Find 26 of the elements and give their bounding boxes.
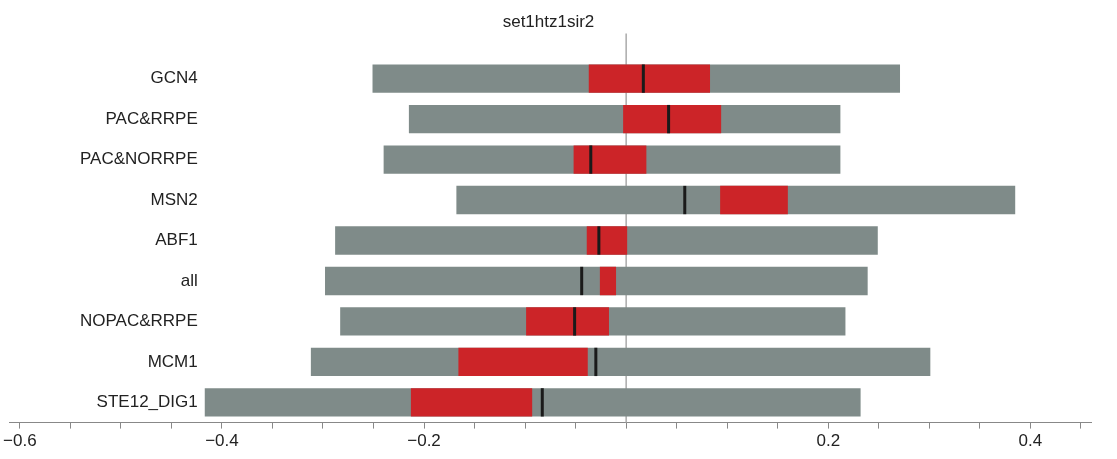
y-tick-label: all xyxy=(180,270,198,290)
y-tick-label: STE12_DIG1 xyxy=(96,392,198,412)
bar xyxy=(410,388,533,417)
y-tick-label: GCN4 xyxy=(150,68,198,88)
y-tick-label: PAC&NORRPE xyxy=(79,149,198,169)
x-tick-label: −0.2 xyxy=(407,431,441,451)
bar xyxy=(599,266,617,296)
y-tick-label: ABF1 xyxy=(155,230,198,250)
bar xyxy=(623,104,722,134)
y-tick-label: NOPAC&RRPE xyxy=(79,311,198,331)
bar xyxy=(586,226,628,255)
x-tick-label: 0.2 xyxy=(816,431,841,451)
y-tick-label: MCM1 xyxy=(147,351,198,371)
bar xyxy=(526,307,609,336)
x-tick-label: 0.4 xyxy=(1018,431,1043,451)
x-tick-label: −0.6 xyxy=(3,431,37,451)
bar xyxy=(573,145,647,174)
y-tick-label: PAC&RRPE xyxy=(105,108,198,128)
x-tick-label: −0.4 xyxy=(205,431,239,451)
bar xyxy=(458,347,588,377)
y-tick-label: MSN2 xyxy=(150,189,198,209)
chart-title: set1htz1sir2 xyxy=(502,11,595,31)
bar xyxy=(325,266,868,296)
bar xyxy=(588,64,711,93)
bar xyxy=(720,185,788,215)
bar xyxy=(335,226,878,255)
